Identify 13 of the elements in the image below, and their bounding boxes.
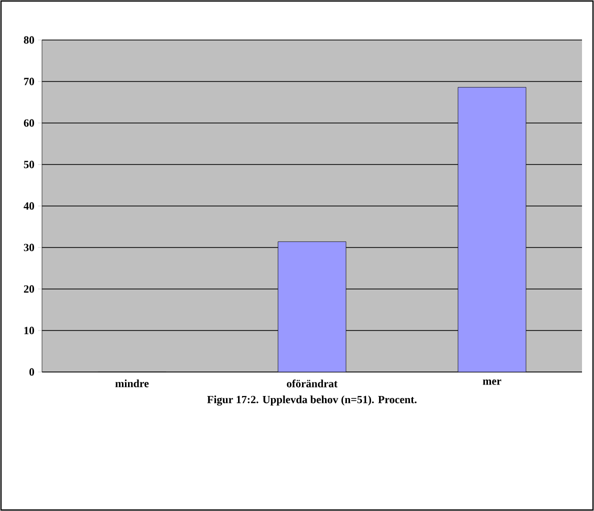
y-tick-label: 30 <box>24 244 34 252</box>
y-tick-label: 70 <box>24 78 34 86</box>
y-tick-label: 10 <box>24 326 34 334</box>
y-tick-label: 0 <box>29 368 34 376</box>
x-tick-label: mer <box>482 380 502 385</box>
x-tick-label: mindre <box>115 380 149 388</box>
x-tick-label: oförändrat <box>286 380 338 388</box>
text: Figur 17:2. Upplevda behov (n=51). Procent. <box>207 396 417 406</box>
y-tick-label: 40 <box>24 202 34 210</box>
y-tick-label: 80 <box>24 36 34 44</box>
y-tick-label: 60 <box>24 119 34 127</box>
y-tick-label: 50 <box>24 160 34 168</box>
y-tick-label: 20 <box>24 285 34 293</box>
